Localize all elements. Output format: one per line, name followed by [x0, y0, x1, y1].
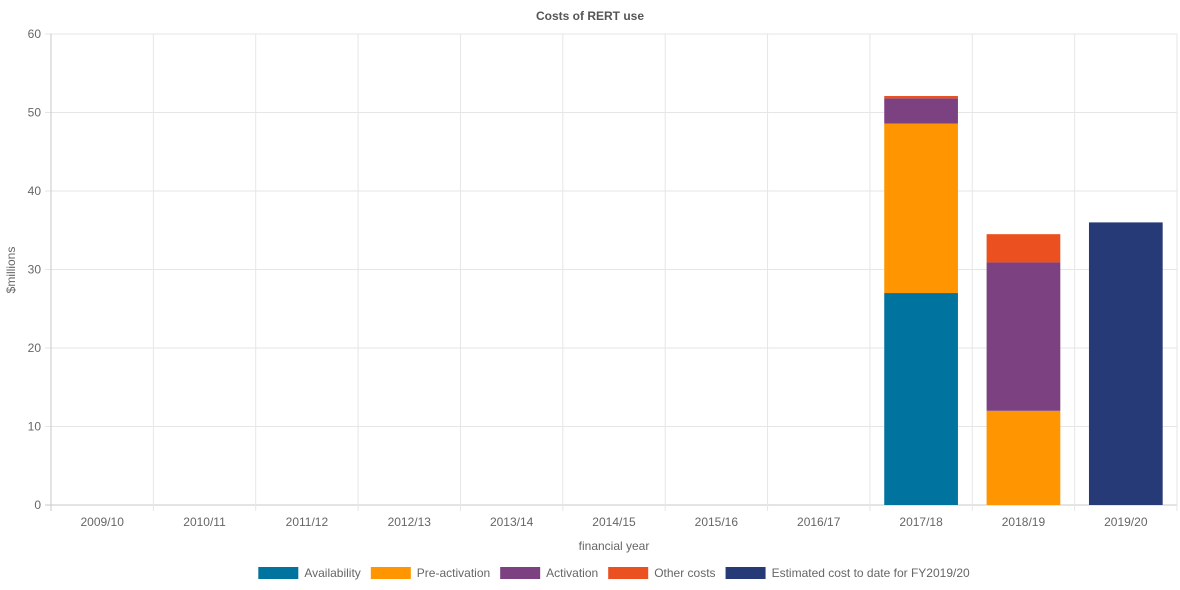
- bar-segment[interactable]: [986, 262, 1061, 411]
- x-tick-label: 2013/14: [490, 515, 534, 529]
- chart-title: Costs of RERT use: [536, 9, 644, 23]
- y-axis-ticks: 0 10 20 30 40 50 60: [28, 27, 42, 512]
- bar-segment[interactable]: [884, 293, 958, 505]
- x-tick-label: 2014/15: [592, 515, 636, 529]
- x-tick-label: 2016/17: [797, 515, 841, 529]
- bar-segment[interactable]: [1088, 222, 1163, 505]
- y-tick-label: 30: [28, 263, 42, 277]
- y-tick-label: 50: [28, 106, 42, 120]
- x-tick-label: 2019/20: [1104, 515, 1148, 529]
- x-tick-label: 2010/11: [183, 515, 226, 529]
- x-axis-ticks: 2009/10 2010/11 2011/12 2012/13 2013/14 2014/…: [80, 515, 1147, 529]
- legend-swatch[interactable]: [258, 567, 299, 579]
- x-tick-label: 2009/10: [80, 515, 124, 529]
- bar-segment[interactable]: [986, 410, 1061, 505]
- y-axis-label: $millions: [4, 247, 18, 294]
- legend-label[interactable]: Other costs: [654, 566, 715, 580]
- gridlines: [45, 33, 1178, 511]
- x-axis-label: financial year: [579, 539, 650, 553]
- legend: Availability Pre-activation Activation Othe…: [258, 566, 970, 580]
- x-tick-label: 2015/16: [695, 515, 739, 529]
- bar-segment[interactable]: [986, 234, 1061, 263]
- y-tick-label: 40: [28, 184, 42, 198]
- legend-label[interactable]: Estimated cost to date for FY2019/20: [772, 566, 970, 580]
- x-tick-label: 2018/19: [1002, 515, 1046, 529]
- bars: [884, 96, 1163, 505]
- bar-segment[interactable]: [884, 123, 958, 294]
- legend-swatch[interactable]: [725, 567, 766, 579]
- legend-swatch[interactable]: [500, 567, 541, 579]
- bar-segment[interactable]: [884, 96, 958, 99]
- legend-swatch[interactable]: [608, 567, 649, 579]
- legend-label[interactable]: Pre-activation: [417, 566, 490, 580]
- bar-segment[interactable]: [884, 98, 958, 124]
- legend-label[interactable]: Activation: [546, 566, 598, 580]
- x-tick-label: 2011/12: [286, 515, 329, 529]
- y-tick-label: 20: [28, 341, 42, 355]
- y-tick-label: 10: [28, 420, 42, 434]
- y-tick-label: 0: [34, 498, 41, 512]
- x-tick-label: 2017/18: [899, 515, 943, 529]
- x-tick-label: 2012/13: [388, 515, 432, 529]
- legend-swatch[interactable]: [370, 567, 411, 579]
- legend-label[interactable]: Availability: [304, 566, 360, 580]
- y-tick-label: 60: [28, 27, 42, 41]
